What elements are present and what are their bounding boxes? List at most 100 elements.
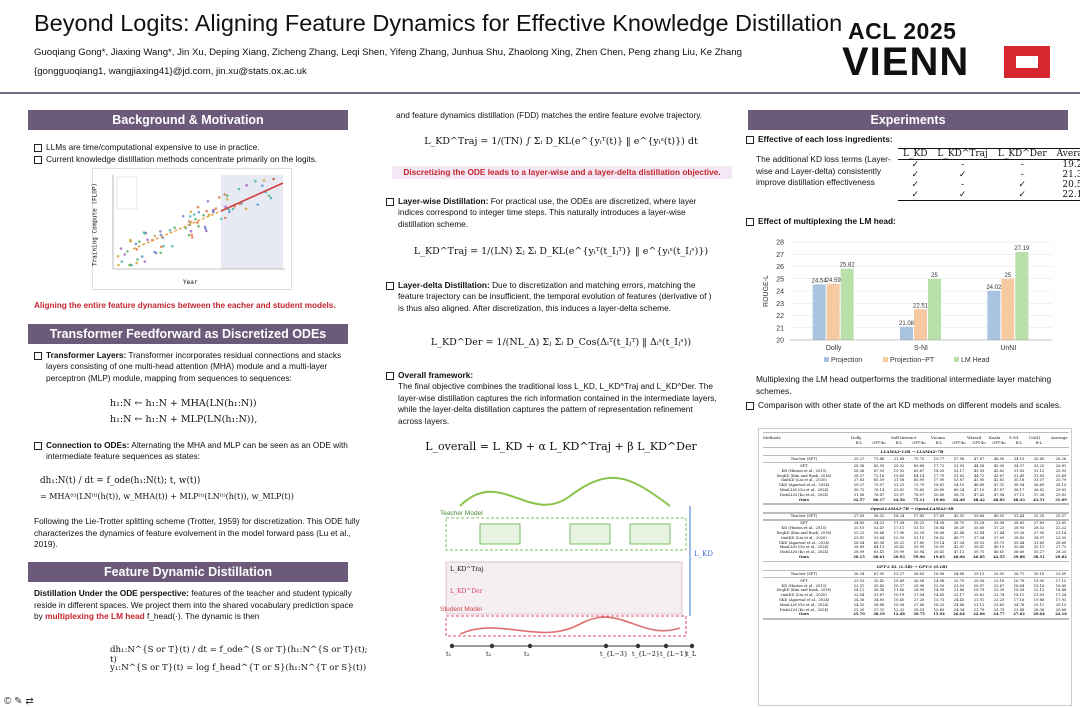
table-row: 21.79 — [973, 607, 985, 612]
scatter-point — [173, 226, 176, 229]
scatter-point — [181, 214, 185, 218]
table-row: 10.45 — [893, 598, 905, 602]
student-model-label: Student Model — [440, 606, 482, 613]
table-row: SeqKD (Kim and Rush, 2016) — [776, 588, 832, 593]
bar-value-label: 21.08 — [899, 321, 915, 327]
table-row: 17.11 — [893, 526, 905, 531]
lm-head-conclusion: Multiplexing the LM head outperforms the… — [756, 374, 1052, 396]
table-row: 36.17 — [1013, 488, 1025, 492]
layer-delta-equation: L_KD^Der = 1/(NL_Δ) Σⱼ Σᵢ D_Cos(Δᵢᵀ(t_Iⱼ… — [430, 337, 692, 348]
overall-framework-text: The final objective combines the traditi… — [398, 381, 717, 426]
table-row: 57.80 — [913, 540, 925, 545]
time-step-label: t_L — [686, 650, 697, 658]
table-row: 19.95 — [1033, 578, 1045, 583]
table-rule — [763, 576, 1069, 579]
table-row: 20.21 — [893, 540, 905, 545]
author-emails: {gongguoqiang1, wangjiaxing41}@jd.com, j… — [34, 66, 307, 77]
scatter-point — [142, 231, 146, 234]
ode-equation-1: dh₁:N(t) / dt = f_ode(h₁:N(t); t, w(t)) — [40, 476, 201, 486]
table-row: 41.90 — [973, 478, 985, 483]
table-row: 54.10 — [953, 483, 965, 488]
table-row: ImitKD (Lin et al., 2020) — [781, 593, 827, 598]
table-row: 19.92 — [893, 468, 905, 473]
table-row: 28.95 — [1013, 526, 1025, 531]
table-subheader: R-L — [855, 441, 863, 445]
bar — [987, 290, 1001, 340]
table-row: 25.10 — [853, 526, 865, 531]
table-row: 46.49 — [973, 483, 985, 488]
table-row: 20.32 — [893, 464, 905, 468]
training-compute-figure: Training Compute (FLOP) Year — [92, 168, 292, 290]
fdd-intro-text: and feature dynamics distillation (FDD) … — [396, 110, 703, 120]
table-row: KD (Hinton et al., 2015) — [781, 526, 827, 531]
table-row: 35.06 — [993, 521, 1005, 526]
table-row: 24.11 — [853, 588, 865, 593]
table-row: 23.79 — [993, 607, 1005, 612]
section-banner-transformer: Transformer Feedforward as Discretized O… — [28, 324, 348, 344]
table-row: 40.85 — [973, 555, 985, 559]
table-row: 65.88 — [913, 464, 925, 468]
table-row: ImitKD (Lin et al., 2020) — [781, 535, 827, 540]
table-row: 47.13 — [953, 550, 965, 555]
scatter-point — [224, 216, 227, 220]
table-row: SeqKD (Kim and Rush, 2016) — [776, 531, 832, 535]
table-row: 63.41 — [873, 550, 885, 555]
fdd-paragraph: Distillation Under the ODE perspective: … — [34, 588, 364, 623]
table-row: 16.82 — [933, 535, 945, 540]
table-row: 19.86 — [1033, 598, 1045, 602]
table-row: 47.87 — [993, 488, 1005, 492]
scatter-point — [159, 233, 163, 237]
table-row: 40.61 — [993, 550, 1005, 555]
table-row: 20.68 — [1055, 607, 1067, 612]
table-row: 27.66 — [913, 602, 925, 607]
ode-equation-2: = MHA⁽ᵗ⁾(LN⁽ᵗ⁾(h(t)), w_MHA(t)) + MLP⁽ᵗ⁾… — [40, 492, 294, 501]
table-row: 52.39 — [913, 531, 925, 535]
table-row: 25.69 — [1055, 473, 1067, 478]
table-row: 47.43 — [973, 492, 985, 497]
table-row: 39.88 — [1013, 555, 1025, 559]
table-row: 39.53 — [973, 540, 985, 545]
table-row: 39.75 — [973, 550, 985, 555]
col-lkd: L_KD — [903, 149, 928, 159]
table-row: 17.72 — [933, 464, 945, 468]
scatter-point — [116, 254, 120, 258]
table-row: 20.58 — [973, 578, 985, 583]
table-row: 15.60 — [933, 607, 945, 612]
bullet-llm-cost: LLMs are time/computational expensive to… — [34, 142, 354, 153]
bar-value-label: 27.19 — [1014, 246, 1030, 252]
scatter-point — [272, 177, 275, 181]
table-row: SFT — [800, 521, 808, 526]
scatter-point — [187, 233, 191, 237]
scatter-point — [256, 203, 260, 206]
table-row: 16.06 — [933, 531, 945, 535]
y-tick-label: 27 — [776, 252, 784, 259]
table-row: 29.27 — [853, 483, 865, 488]
table-row: 26.58 — [913, 578, 925, 583]
table-row: 48.43 — [1013, 497, 1025, 502]
scatter-point — [202, 214, 205, 217]
table-row: 25.70 — [853, 612, 865, 617]
table-row: 59.96 — [913, 555, 925, 559]
time-axis-dots — [449, 643, 695, 649]
traj-integral-equation: L_KD^Traj = 1/(TN) ∫ Σᵢ D_KL(e^{yᵢᵀ(t)} … — [424, 136, 698, 147]
table-row: 28.99 — [853, 550, 865, 555]
table-row: 54.88 — [953, 571, 965, 576]
x-category-label: Dolly — [826, 345, 842, 352]
legend-swatch — [954, 357, 959, 362]
table-row: 21.03 — [1033, 593, 1045, 598]
loss-ingredients-heading: Effective of each loss ingredients: — [746, 134, 1066, 145]
pen-icon: ✎ — [14, 696, 23, 707]
table-row: 20.62 — [973, 593, 985, 598]
table-row: 28.52 — [1033, 526, 1045, 531]
scatter-point — [225, 198, 229, 201]
table-row: 30.75 — [913, 612, 925, 617]
table-row: 24.76 — [1013, 602, 1025, 607]
table-row: 58.32 — [873, 514, 885, 519]
scatter-point — [207, 213, 211, 216]
table-row: 28.25 — [1055, 550, 1067, 555]
table-row: 48.06 — [953, 555, 965, 559]
table-row: 23.25 — [993, 598, 1005, 602]
table-rule — [763, 462, 1069, 464]
table-row: 23.07 — [893, 492, 905, 497]
table-row: 36.60 — [1013, 550, 1025, 555]
